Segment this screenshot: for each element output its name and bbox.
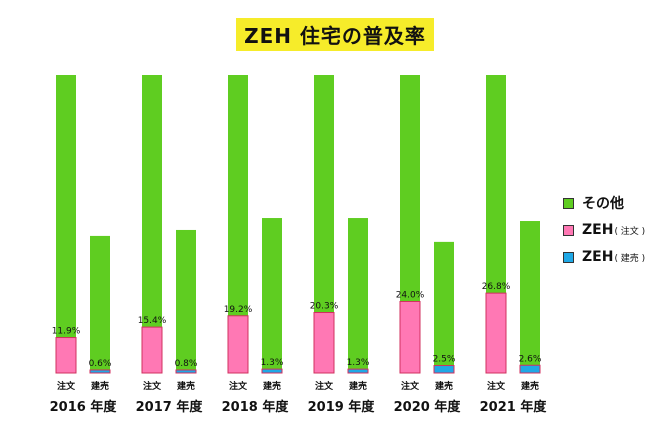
subcat-label-built-2017: 建売: [177, 380, 195, 392]
bar-other-order-2020: [400, 75, 420, 302]
subcat-label-order-2020: 注文: [401, 380, 420, 392]
value-label-built-2020: 2.5%: [433, 355, 456, 365]
bar-other-order-2018: [228, 75, 248, 316]
year-label-2021: 2021 年度: [480, 399, 548, 415]
bar-other-order-2021: [486, 75, 506, 294]
value-label-order-2021: 26.8%: [482, 282, 511, 292]
subcat-label-order-2017: 注文: [143, 380, 162, 392]
subcat-label-built-2018: 建売: [263, 380, 281, 392]
bar-zeh-built-2019: [347, 368, 369, 374]
bar-other-order-2019: [314, 75, 334, 313]
subcat-label-order-2018: 注文: [229, 380, 248, 392]
bar-zeh-order-2018: [227, 315, 249, 374]
value-label-built-2017: 0.8%: [175, 359, 198, 369]
subcat-label-built-2020: 建売: [435, 380, 453, 392]
chart-title: ZEH 住宅の普及率: [236, 18, 434, 51]
bar-zeh-order-2016: [55, 337, 77, 374]
bar-other-built-2018: [262, 218, 282, 370]
year-label-2020: 2020 年度: [394, 399, 462, 415]
subcat-label-built-2021: 建売: [521, 380, 539, 392]
bar-other-built-2017: [176, 229, 196, 370]
bar-zeh-order-2021: [485, 292, 507, 374]
subcat-label-built-2019: 建売: [349, 380, 367, 392]
value-label-built-2018: 1.3%: [261, 358, 284, 368]
bar-other-order-2016: [56, 75, 76, 338]
bar-zeh-order-2017: [141, 326, 163, 374]
year-label-2019: 2019 年度: [308, 399, 376, 415]
value-label-order-2016: 11.9%: [52, 327, 81, 337]
legend-note-zeh-order: ( 注文 ): [614, 226, 646, 237]
bar-other-built-2020: [434, 241, 454, 366]
legend-swatch-other: [563, 197, 574, 209]
bar-zeh-built-2017: [175, 369, 197, 374]
value-label-order-2018: 19.2%: [224, 305, 253, 315]
bar-other-built-2016: [90, 235, 110, 370]
bar-zeh-built-2016: [89, 369, 111, 374]
legend-item-zeh-order: ZEH ( 注文 ): [563, 217, 645, 243]
subcat-label-order-2016: 注文: [57, 380, 76, 392]
legend-label-other: その他: [582, 196, 624, 212]
bar-zeh-built-2018: [261, 368, 283, 374]
year-label-2018: 2018 年度: [222, 399, 290, 415]
bar-other-built-2021: [520, 221, 540, 366]
year-label-2016: 2016 年度: [50, 399, 118, 415]
legend-label-zeh-order: ZEH: [582, 222, 614, 238]
year-label-2017: 2017 年度: [136, 399, 204, 415]
subcat-label-built-2016: 建売: [91, 380, 109, 392]
value-label-built-2021: 2.6%: [519, 354, 542, 364]
value-label-order-2020: 24.0%: [396, 290, 425, 300]
legend-label-zeh-built: ZEH: [582, 249, 614, 265]
bar-zeh-order-2019: [313, 312, 335, 374]
legend-swatch-zeh-built: [563, 251, 574, 263]
title-wrap: ZEH 住宅の普及率: [0, 18, 670, 51]
legend-swatch-zeh-order: [563, 224, 574, 236]
value-label-order-2017: 15.4%: [138, 316, 167, 326]
value-label-order-2019: 20.3%: [310, 302, 339, 312]
value-label-built-2016: 0.6%: [89, 359, 112, 369]
subcat-label-order-2021: 注文: [487, 380, 506, 392]
bar-zeh-built-2021: [519, 364, 541, 374]
value-label-built-2019: 1.3%: [347, 358, 370, 368]
bar-other-built-2019: [348, 218, 368, 370]
legend-note-zeh-built: ( 建売 ): [614, 253, 646, 264]
legend-item-other: その他: [563, 190, 645, 216]
legend: その他 ZEH ( 注文 ) ZEH ( 建売 ): [563, 190, 645, 271]
subcat-label-order-2019: 注文: [315, 380, 334, 392]
bar-other-order-2017: [142, 75, 162, 328]
bar-zeh-order-2020: [399, 300, 421, 374]
bar-zeh-built-2020: [433, 365, 455, 374]
legend-item-zeh-built: ZEH ( 建売 ): [563, 244, 645, 270]
